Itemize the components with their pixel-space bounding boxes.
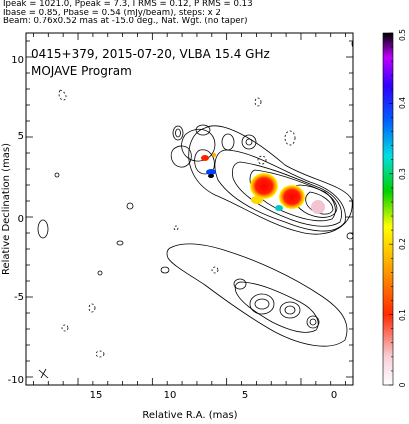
colorbar-tick-label: 0.1 [398, 309, 407, 321]
colorbar-ticks [389, 32, 393, 386]
polarization-patches [201, 153, 325, 214]
header-line-2: Ibase = 0.85, Pbase = 0.54 (mJy/beam), s… [3, 8, 221, 18]
y-tick-label: 10 [11, 55, 24, 66]
y-tick-label: 0 [18, 214, 24, 225]
x-tick-label: 15 [90, 390, 103, 401]
program-annotation: MOJAVE Program [31, 64, 132, 78]
colorbar-tick-label: 0.2 [398, 238, 407, 250]
axis-ticks [26, 33, 353, 385]
x-tick-label: 5 [242, 390, 248, 401]
x-tick-labels: 15 10 5 0 [90, 390, 338, 401]
header-line-1: Ipeak = 1021.0, Ppeak = 7.3, I RMS = 0.1… [3, 0, 253, 9]
colorbar-tick-label: 0 [398, 382, 407, 387]
beam-marker [38, 368, 49, 379]
contour-lines [37, 40, 353, 358]
y-axis-title: Relative Declination (mas) [1, 143, 12, 275]
colorbar-gradient [382, 32, 394, 386]
colorbar-tick-label: 0.3 [398, 168, 407, 180]
map-content [37, 40, 353, 379]
x-tick-label: 10 [164, 390, 177, 401]
source-annotation: 0415+379, 2015-07-20, VLBA 15.4 GHz [31, 47, 270, 61]
colorbar-tick-label: 0.4 [398, 97, 407, 109]
header-line-3: Beam: 0.76x0.52 mas at -15.0 deg., Nat. … [3, 17, 248, 26]
colorbar: 0 0.1 0.2 0.3 0.4 0.5 [382, 29, 407, 387]
colorbar-tick-label: 0.5 [398, 29, 407, 41]
header-info: Ipeak = 1021.0, Ppeak = 7.3, I RMS = 0.1… [3, 0, 407, 26]
y-tick-label: -10 [8, 375, 24, 386]
x-tick-label: 0 [331, 390, 337, 401]
y-tick-label: -5 [14, 292, 24, 303]
y-tick-labels: 10 5 0 -5 -10 [8, 55, 24, 386]
plot-frame [25, 32, 354, 386]
x-axis-title: Relative R.A. (mas) [142, 410, 237, 421]
y-tick-label: 5 [18, 131, 24, 142]
